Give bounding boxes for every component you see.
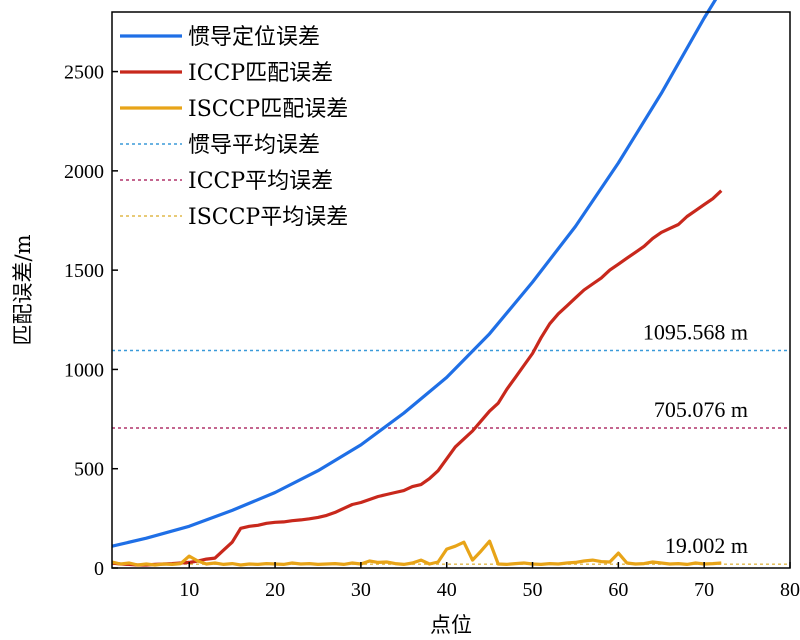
y-tick-label: 500 (74, 459, 104, 481)
plot-background (112, 12, 790, 568)
series-line-3 (111, 539, 722, 567)
y-axis: 0 500 1000 1500 2000 2500 (64, 62, 118, 580)
mean-annotation-1: 1095.568 m (643, 319, 748, 344)
y-tick-label: 1500 (64, 260, 104, 282)
legend-label-2: ICCP匹配误差 (188, 61, 333, 86)
x-tick-label: 60 (608, 579, 628, 601)
legend-label-3: ISCCP匹配误差 (188, 97, 348, 122)
legend-label-1: 惯导定位误差 (188, 25, 320, 50)
y-tick-label: 0 (94, 558, 104, 580)
plot-frame (111, 11, 791, 569)
x-axis-title: 点位 (430, 613, 472, 637)
x-tick-label: 40 (437, 579, 457, 601)
series-line-1 (111, 0, 718, 548)
x-tick-label: 20 (265, 579, 285, 601)
x-tick-label: 70 (694, 579, 714, 601)
series-group (111, 0, 723, 567)
y-tick-label: 2000 (64, 161, 104, 183)
x-axis: 10 20 30 40 50 60 70 80 (179, 562, 800, 601)
y-tick-label: 1000 (64, 359, 104, 381)
y-axis-title: 匹配误差/m (11, 234, 35, 345)
x-tick-label: 30 (351, 579, 371, 601)
legend-label-4: 惯导平均误差 (188, 133, 320, 158)
y-tick-label: 2500 (64, 62, 104, 84)
legend-label-5: ICCP平均误差 (188, 169, 333, 194)
mean-annotation-2: 705.076 m (654, 397, 748, 422)
mean-annotation-3: 19.002 m (665, 533, 748, 558)
legend-label-6: ISCCP平均误差 (188, 205, 348, 230)
x-tick-label: 10 (179, 579, 199, 601)
series-line-2 (111, 189, 723, 567)
annotations: 1095.568 m 705.076 m 19.002 m (643, 319, 748, 558)
x-tick-label: 50 (523, 579, 543, 601)
x-tick-label: 80 (780, 579, 800, 601)
